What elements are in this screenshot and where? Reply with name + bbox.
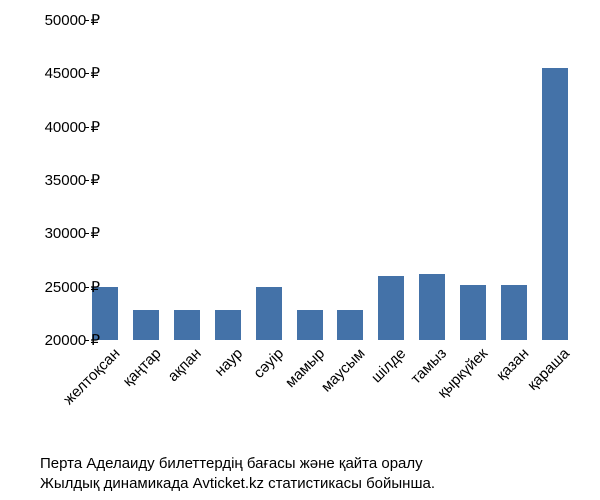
bar bbox=[256, 287, 282, 340]
y-tick bbox=[85, 233, 89, 234]
y-tick-label: 45000 ₽ bbox=[45, 64, 100, 82]
x-tick-label: ақпан bbox=[165, 345, 205, 385]
y-tick bbox=[85, 73, 89, 74]
y-tick-label: 35000 ₽ bbox=[45, 171, 100, 189]
y-tick-label: 30000 ₽ bbox=[45, 224, 100, 242]
bar bbox=[460, 285, 486, 340]
bar bbox=[501, 285, 527, 340]
bar bbox=[174, 310, 200, 340]
bar bbox=[419, 274, 445, 340]
price-bar-chart: 20000 ₽25000 ₽30000 ₽35000 ₽40000 ₽45000… bbox=[0, 0, 600, 500]
y-tick bbox=[85, 20, 89, 21]
x-tick-label: наур bbox=[211, 345, 246, 380]
bar bbox=[133, 310, 159, 340]
caption-line-1: Перта Аделаиду билеттердің бағасы және қ… bbox=[40, 454, 590, 474]
y-tick-label: 25000 ₽ bbox=[45, 278, 100, 296]
x-axis-labels: желтоқсанқаңтарақпаннаурсәуірмамырмаусым… bbox=[85, 345, 575, 455]
bar bbox=[542, 68, 568, 340]
bar bbox=[337, 310, 363, 340]
y-tick-label: 40000 ₽ bbox=[45, 118, 100, 136]
y-tick-label: 50000 ₽ bbox=[45, 11, 100, 29]
x-tick-label: желтоқсан bbox=[60, 345, 123, 408]
x-tick-label: қаңтар bbox=[119, 345, 164, 390]
x-tick-label: шілде bbox=[368, 345, 409, 386]
y-tick bbox=[85, 127, 89, 128]
y-tick bbox=[85, 340, 89, 341]
plot-area bbox=[85, 20, 575, 340]
x-tick-label: қараша bbox=[524, 345, 573, 394]
bar bbox=[297, 310, 323, 340]
bar bbox=[215, 310, 241, 340]
caption-line-2: Жылдық динамикада Avticket.kz статистика… bbox=[40, 474, 590, 494]
bars-container bbox=[85, 20, 575, 340]
y-tick bbox=[85, 287, 89, 288]
bar bbox=[378, 276, 404, 340]
x-tick-label: сәуір bbox=[250, 345, 287, 382]
chart-caption: Перта Аделаиду билеттердің бағасы және қ… bbox=[0, 454, 600, 495]
x-tick-label: маусым bbox=[318, 345, 369, 396]
y-tick bbox=[85, 180, 89, 181]
